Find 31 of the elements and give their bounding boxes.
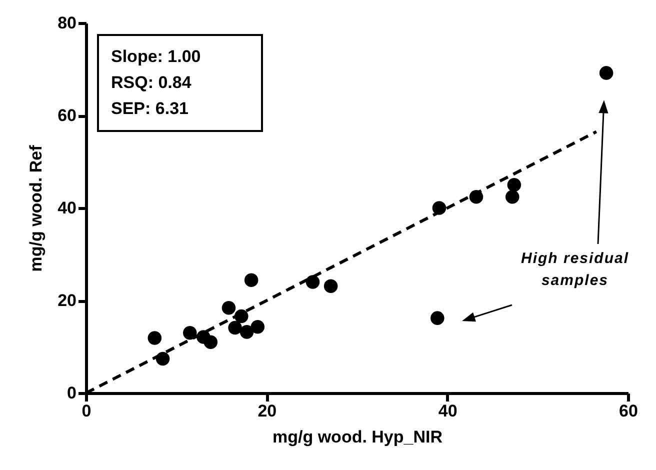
annotation: Slope: 1.00 bbox=[111, 46, 202, 68]
x-tick-label: 60 bbox=[619, 402, 638, 420]
y-tick-label: 40 bbox=[58, 198, 76, 218]
point bbox=[204, 335, 218, 350]
annotation: High residual samples bbox=[520, 249, 630, 291]
y-tick-label: 80 bbox=[58, 14, 76, 32]
point bbox=[182, 326, 197, 340]
point bbox=[306, 275, 320, 289]
y-axis-title: mg/g wood. Ref bbox=[26, 144, 46, 272]
y-tick-label: 20 bbox=[58, 291, 76, 310]
x-axis-title: mg/g wood. Hyp_NIR bbox=[272, 428, 442, 446]
point bbox=[430, 311, 444, 325]
point bbox=[507, 178, 522, 192]
x-tick-label: 20 bbox=[258, 402, 277, 420]
y-tick-label: 60 bbox=[58, 106, 76, 125]
y-tick-label: 0 bbox=[67, 384, 76, 402]
point bbox=[156, 352, 170, 366]
point bbox=[148, 331, 162, 345]
x-tick-label: 0 bbox=[82, 402, 92, 420]
point bbox=[599, 66, 614, 80]
point bbox=[222, 301, 236, 315]
point bbox=[240, 325, 254, 339]
x-tick-label: 40 bbox=[438, 402, 458, 420]
point bbox=[244, 273, 258, 288]
text-box: Slope: 1.00 RSQ: 0.84 SEP: 6.31 bbox=[97, 34, 263, 132]
annotation: RSQ: 0.84 bbox=[111, 72, 192, 94]
point bbox=[324, 279, 338, 294]
point bbox=[228, 320, 242, 335]
point bbox=[505, 190, 520, 204]
point bbox=[250, 320, 265, 334]
annotation: SEP: 6.31 bbox=[111, 98, 190, 120]
